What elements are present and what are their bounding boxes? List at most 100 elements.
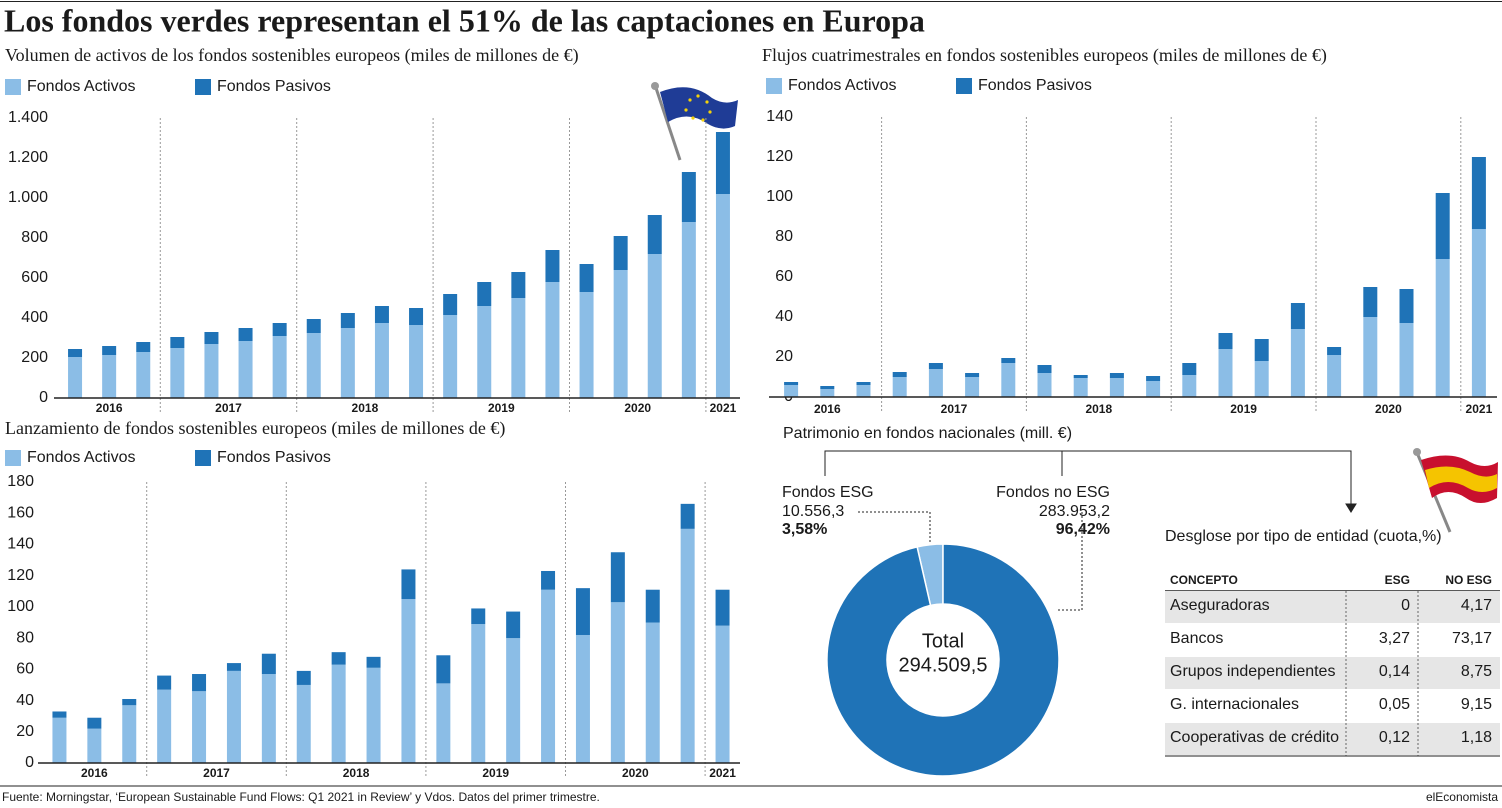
bar-segment	[340, 328, 355, 398]
bar-segment	[102, 355, 117, 398]
bar-segment	[272, 336, 287, 398]
table-cell: Grupos independientes	[1170, 663, 1335, 680]
legend-label: Fondos Pasivos	[978, 77, 1092, 94]
x-tick-label: 2019	[482, 766, 509, 780]
bar-segment	[296, 684, 311, 763]
table-cell: Cooperativas de crédito	[1170, 729, 1339, 746]
bar-segment	[1146, 381, 1161, 397]
bar-segment	[681, 172, 696, 222]
y-tick-label: 120	[766, 148, 793, 165]
bar-segment	[136, 352, 151, 398]
donut-total: 294.509,5	[899, 654, 988, 676]
bar-segment	[238, 341, 253, 398]
bar-segment	[1399, 289, 1414, 323]
bar-segment	[645, 589, 660, 623]
bar-segment	[204, 332, 219, 344]
bar-segment	[715, 194, 730, 398]
source: Fuente: Morningstar, ‘European Sustainab…	[2, 790, 600, 804]
donut-bracket	[824, 450, 1357, 513]
bar-segment	[170, 348, 185, 398]
legend-label: Fondos Pasivos	[217, 449, 331, 466]
bar-segment	[1290, 303, 1305, 329]
x-tick-label: 2018	[1085, 402, 1112, 416]
x-tick-label: 2017	[203, 766, 230, 780]
bar-segment	[613, 236, 628, 270]
y-tick-label: 1.400	[8, 109, 48, 126]
bar-segment	[272, 323, 287, 336]
chart-subtitle: Flujos cuatrimestrales en fondos sosteni…	[762, 45, 1327, 66]
donut-title: Patrimonio en fondos nacionales (mill. €…	[783, 425, 1072, 442]
bar-segment	[575, 634, 590, 763]
bar-segment	[87, 728, 102, 763]
bar-segment	[647, 254, 662, 398]
bar-segment	[340, 313, 355, 328]
y-tick-label: 20	[16, 723, 34, 740]
bar-segment	[374, 306, 389, 323]
bar-segment	[436, 683, 451, 763]
y-tick-label: 1.000	[8, 189, 48, 206]
bar-segment	[575, 588, 590, 635]
y-tick-label: 80	[775, 228, 793, 245]
x-tick-label: 2016	[814, 402, 841, 416]
bar-segment	[541, 589, 556, 763]
bar-segment	[471, 624, 486, 763]
bar-segment	[545, 250, 560, 282]
slice-name: Fondos no ESG	[996, 484, 1110, 501]
table-cell: G. internacionales	[1170, 696, 1299, 713]
bar-segment	[401, 599, 416, 763]
bar-segment	[1327, 347, 1342, 355]
bar-segment	[506, 611, 521, 639]
bar-segment	[892, 377, 907, 397]
table-row-bg	[1165, 591, 1500, 623]
x-tick-label: 2020	[624, 401, 651, 415]
bar-segment	[306, 333, 321, 398]
bar-segment	[87, 717, 102, 729]
brand: elEconomista	[1426, 790, 1498, 804]
x-tick-label: 2019	[1230, 402, 1257, 416]
bar-segment	[366, 667, 381, 763]
bar-segment	[965, 373, 980, 377]
bar-segment	[511, 272, 526, 298]
bar-segment	[715, 625, 730, 763]
bar-segment	[296, 670, 311, 685]
legend-label: Fondos Activos	[788, 77, 897, 94]
bar-segment	[122, 705, 137, 763]
bar-segment	[306, 319, 321, 333]
x-tick-label: 2016	[96, 401, 123, 415]
bar-segment	[856, 385, 871, 397]
bar-segment	[579, 292, 594, 398]
y-tick-label: 1.200	[8, 149, 48, 166]
bar-segment	[610, 552, 625, 603]
bar-segment	[477, 282, 492, 306]
y-tick-label: 100	[766, 188, 793, 205]
y-tick-label: 60	[16, 661, 34, 678]
x-tick-label: 2021	[710, 401, 737, 415]
bar-segment	[1471, 157, 1486, 229]
bar-segment	[331, 652, 346, 665]
table-row-bg	[1165, 723, 1500, 755]
legend-swatch	[195, 79, 211, 95]
bar-segment	[331, 664, 346, 763]
x-tick-label: 2016	[81, 766, 108, 780]
bar-segment	[1109, 378, 1124, 397]
x-tick-label: 2017	[215, 401, 242, 415]
bar-segment	[401, 569, 416, 600]
bar-segment	[443, 315, 458, 398]
y-tick-label: 120	[7, 567, 34, 584]
x-tick-label: 2018	[343, 766, 370, 780]
bar-segment	[1001, 358, 1016, 363]
bar-segment	[892, 372, 907, 377]
bar-segment	[471, 608, 486, 625]
legend-swatch	[766, 78, 782, 94]
y-tick-label: 400	[21, 309, 48, 326]
bar-segment	[170, 337, 185, 348]
y-tick-label: 140	[766, 108, 793, 125]
bar-segment	[784, 382, 799, 385]
donut-center-label: Total	[922, 630, 964, 652]
bar-segment	[409, 325, 424, 398]
bar-segment	[157, 689, 172, 763]
bar-segment	[366, 656, 381, 668]
y-tick-label: 200	[21, 349, 48, 366]
bar-segment	[784, 385, 799, 397]
page-title: Los fondos verdes representan el 51% de …	[4, 2, 925, 38]
